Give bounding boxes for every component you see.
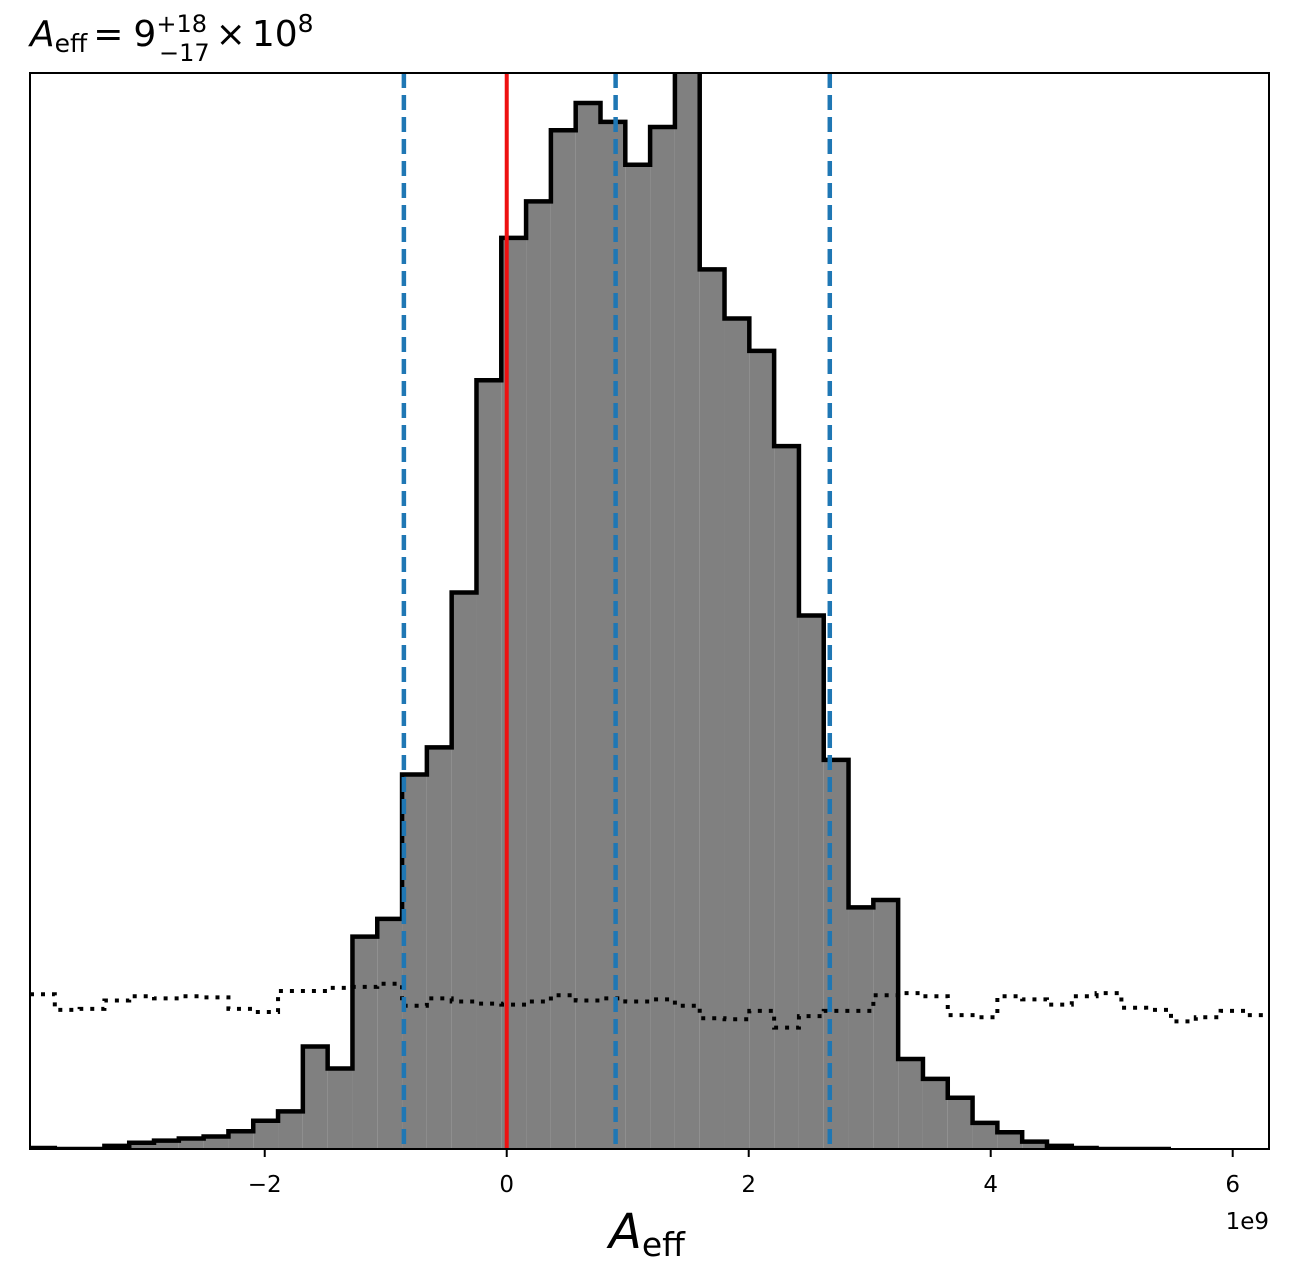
posterior-bar <box>848 907 874 1149</box>
plot-area <box>29 72 1270 1150</box>
title-symbol: A <box>28 14 55 55</box>
x-axis-ticks: −2 0 2 4 6 <box>248 1149 1240 1198</box>
posterior-bar <box>774 446 799 1149</box>
posterior-bar <box>228 1131 254 1149</box>
x-tick-label: 4 <box>983 1172 998 1198</box>
x-tick-label: 0 <box>499 1172 514 1198</box>
posterior-bar <box>203 1136 229 1149</box>
posterior-bar <box>699 269 725 1149</box>
x-offset-label: 1e9 <box>1226 1209 1269 1235</box>
plot-content <box>30 73 1269 1149</box>
posterior-bar <box>154 1140 179 1149</box>
title-times: × <box>216 14 246 55</box>
posterior-outline <box>30 73 1171 1149</box>
posterior-bar <box>451 592 477 1149</box>
posterior-bar <box>377 918 403 1149</box>
posterior-bar <box>178 1138 204 1149</box>
posterior-bar <box>600 121 626 1149</box>
posterior-bar <box>302 1046 328 1149</box>
title-value: 9 <box>133 14 156 55</box>
x-axis-label-symbol: A <box>606 1204 642 1260</box>
x-axis-label-subscript: eff <box>642 1225 686 1264</box>
posterior-bar <box>402 774 427 1149</box>
posterior-bar <box>997 1132 1023 1149</box>
posterior-bar <box>674 73 700 1149</box>
posterior-bar <box>898 1059 923 1149</box>
posterior-bar <box>650 127 675 1149</box>
posterior-bar <box>575 103 601 1149</box>
posterior-bar <box>476 380 502 1149</box>
posterior-bar <box>1022 1141 1047 1149</box>
posterior-bar <box>947 1097 973 1149</box>
title-exponent: 8 <box>298 9 314 38</box>
posterior-bar <box>625 164 651 1149</box>
x-tick-label: 2 <box>741 1172 756 1198</box>
posterior-bar <box>749 350 775 1149</box>
x-tick-label: −2 <box>248 1172 282 1198</box>
prior-outline <box>30 981 1269 1030</box>
posterior-bar <box>352 936 378 1149</box>
posterior-bar <box>972 1122 998 1149</box>
posterior-bar <box>823 759 849 1149</box>
posterior-bar <box>426 747 452 1149</box>
posterior-bar <box>922 1078 948 1149</box>
posterior-bar <box>526 201 551 1149</box>
posterior-bar <box>253 1120 279 1149</box>
plot-frame <box>29 72 1270 1150</box>
posterior-bar <box>129 1142 155 1149</box>
posterior-bar <box>873 900 899 1149</box>
x-tick-label: 6 <box>1225 1172 1240 1198</box>
title-upper: +18 <box>156 10 207 38</box>
title-equals: = <box>93 14 123 55</box>
chart-title: Aeff = 9+18 −17 × 108 <box>28 9 314 67</box>
posterior-bar <box>724 318 750 1149</box>
posterior-bar <box>327 1068 353 1149</box>
title-subscript: eff <box>55 29 88 58</box>
posterior-bar <box>550 130 576 1149</box>
title-lower: −17 <box>159 39 210 67</box>
posterior-bar <box>278 1111 303 1149</box>
title-base: 10 <box>252 14 298 55</box>
x-axis-label: Aeff <box>606 1204 686 1264</box>
posterior-bar <box>798 615 824 1149</box>
